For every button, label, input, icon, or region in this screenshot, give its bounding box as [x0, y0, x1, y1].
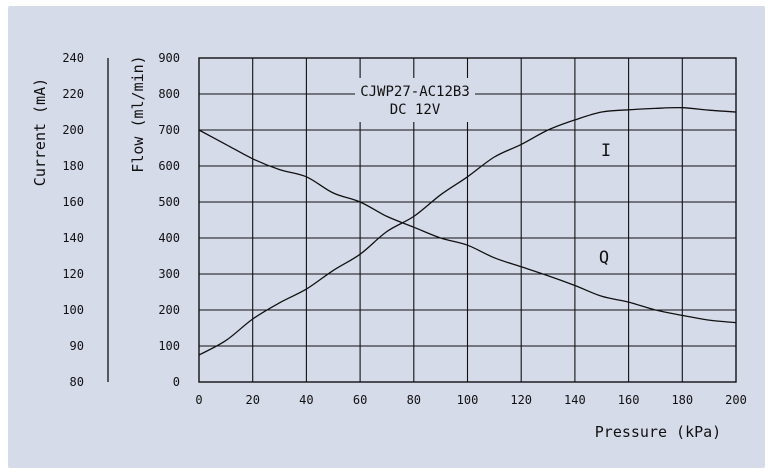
plot-border	[198, 57, 737, 383]
current-axis-title: Current (mA)	[31, 78, 49, 186]
x-axis-ticks: 0 20 40 60 80 100 120 140 160 180 200	[195, 393, 746, 407]
x-tick-label: 120	[510, 393, 532, 407]
current-tick-label: 240	[62, 51, 84, 65]
current-tick-label: 90	[70, 339, 84, 353]
curves	[198, 106, 737, 356]
x-tick-label: 40	[299, 393, 313, 407]
series-line-i	[198, 106, 737, 356]
flow-tick-label: 0	[173, 375, 180, 389]
current-tick-label: 140	[62, 231, 84, 245]
current-tick-label: 200	[62, 123, 84, 137]
flow-tick-label: 900	[158, 51, 180, 65]
plot-frame	[198, 57, 737, 383]
x-tick-label: 80	[407, 393, 421, 407]
x-tick-label: 180	[671, 393, 693, 407]
current-tick-label: 100	[62, 303, 84, 317]
x-tick-label: 140	[564, 393, 586, 407]
flow-tick-label: 200	[158, 303, 180, 317]
x-tick-label: 20	[245, 393, 259, 407]
flow-axis-title: Flow (ml/min)	[129, 55, 147, 172]
x-tick-label: 160	[618, 393, 640, 407]
current-tick-label: 220	[62, 87, 84, 101]
flow-tick-label: 300	[158, 267, 180, 281]
current-tick-label: 120	[62, 267, 84, 281]
x-tick-label: 200	[725, 393, 747, 407]
current-tick-label: 80	[70, 375, 84, 389]
series-label-i: I	[601, 141, 611, 161]
x-axis-title: Pressure (kPa)	[595, 423, 721, 441]
title-box	[355, 78, 475, 122]
flow-axis-ticks: 0 100 200 300 400 500 600 700 800 900	[158, 51, 180, 389]
flow-tick-label: 700	[158, 123, 180, 137]
flow-tick-label: 400	[158, 231, 180, 245]
x-tick-label: 100	[457, 393, 479, 407]
chart-title-model: CJWP27-AC12B3	[360, 84, 470, 100]
x-tick-label: 0	[195, 393, 202, 407]
flow-tick-label: 800	[158, 87, 180, 101]
series-line-q	[198, 129, 737, 324]
flow-tick-label: 600	[158, 159, 180, 173]
current-axis-ticks: 80 90 100 120 140 160 180 200 220 240	[62, 51, 84, 389]
chart-title-voltage: DC 12V	[390, 102, 441, 118]
series-label-q: Q	[599, 248, 609, 268]
current-tick-label: 180	[62, 159, 84, 173]
x-tick-label: 60	[353, 393, 367, 407]
flow-tick-label: 500	[158, 195, 180, 209]
flow-tick-label: 100	[158, 339, 180, 353]
current-tick-label: 160	[62, 195, 84, 209]
